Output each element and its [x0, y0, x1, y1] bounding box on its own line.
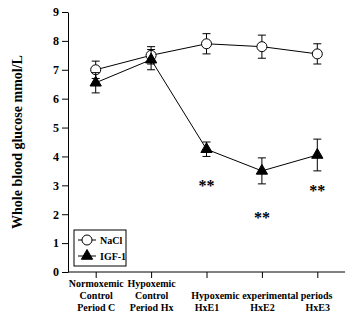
y-tick-mark [62, 70, 68, 71]
y-axis-title: Whole blood glucose mmol/L [10, 55, 25, 229]
y-tick: 0 [53, 265, 68, 279]
x-tick-mark [317, 272, 318, 278]
x-tick-label: HypoxemicControlPeriod Hx [127, 278, 176, 313]
y-tick-mark [62, 185, 68, 186]
error-bar [258, 35, 266, 58]
y-tick-label: 8 [53, 34, 59, 48]
marker [90, 76, 101, 86]
marker [201, 143, 212, 153]
y-tick: 7 [53, 63, 68, 77]
marker [312, 49, 322, 59]
x-tick-mark [207, 272, 208, 278]
y-tick: 1 [53, 236, 68, 250]
y-tick: 5 [53, 121, 68, 135]
y-tick-label: 4 [53, 150, 59, 164]
marker [256, 164, 267, 174]
y-tick: 6 [53, 92, 68, 106]
y-tick-mark [62, 156, 68, 157]
group-label: Hypoxemic experimental periods [191, 290, 332, 301]
x-tick-label: HxE1 [195, 302, 219, 313]
annotation: ** [254, 209, 270, 226]
x-tick: HypoxemicControlPeriod Hx [127, 272, 176, 313]
y-tick-label: 9 [53, 5, 59, 19]
x-tick-label: HxE2 [250, 302, 274, 313]
x-tick-mark [262, 272, 263, 278]
y-tick-mark [62, 243, 68, 244]
legend: NaCl IGF-1 [74, 230, 126, 266]
series [91, 34, 323, 79]
y-tick-label: 7 [53, 63, 59, 77]
y-tick-mark [62, 214, 68, 215]
y-tick-mark [62, 99, 68, 100]
legend-marker [82, 235, 92, 245]
line [96, 60, 318, 171]
y-tick-label: 0 [53, 265, 59, 279]
y-tick-label: 2 [53, 208, 59, 222]
y-tick-mark [62, 12, 68, 13]
y-tick: 4 [53, 150, 68, 164]
y-axis-line [68, 13, 69, 273]
y-tick: 9 [53, 5, 68, 19]
x-tick: NormoxemicControlPeriod C [69, 272, 125, 313]
y-tick: 2 [53, 208, 68, 222]
y-tick-label: 1 [53, 236, 59, 250]
legend-box [74, 230, 126, 266]
annotation: ** [199, 177, 215, 194]
y-tick: 8 [53, 34, 68, 48]
marker [202, 39, 212, 49]
y-axis: 0 1 2 3 4 5 6 7 8 9 [53, 5, 69, 279]
plot-area [90, 34, 323, 184]
annotation: ** [309, 182, 325, 199]
legend-label: IGF-1 [100, 251, 126, 262]
marker [145, 53, 156, 63]
marker [257, 42, 267, 52]
series [90, 50, 323, 184]
y-tick: 3 [53, 179, 68, 193]
y-tick-mark [62, 41, 68, 42]
y-tick-label: 6 [53, 92, 59, 106]
x-tick-label: HxE3 [306, 302, 330, 313]
y-tick-mark [62, 272, 68, 273]
y-tick-mark [62, 128, 68, 129]
legend-marker [81, 249, 92, 259]
error-bar [203, 34, 211, 54]
marker [312, 148, 323, 158]
error-bar [313, 44, 321, 64]
y-tick-label: 5 [53, 121, 59, 135]
chart: 0123456789NormoxemicControlPeriod CHypox… [0, 0, 352, 332]
y-tick-label: 3 [53, 179, 59, 193]
legend-label: NaCl [100, 235, 122, 246]
x-tick-label: NormoxemicControlPeriod C [69, 278, 125, 313]
x-axis: NormoxemicControlPeriod CHypoxemicContro… [68, 272, 345, 313]
